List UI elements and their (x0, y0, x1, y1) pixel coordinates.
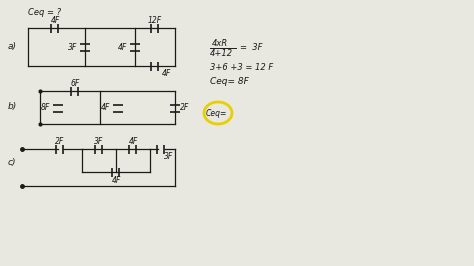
Text: 3F: 3F (94, 137, 104, 146)
Text: 3+6 +3 = 12 F: 3+6 +3 = 12 F (210, 64, 273, 73)
Text: 2F: 2F (55, 137, 64, 146)
Text: =  3F: = 3F (240, 44, 263, 52)
Text: c): c) (8, 159, 17, 168)
Text: Ceq=: Ceq= (205, 109, 227, 118)
Text: 4+12: 4+12 (210, 48, 233, 57)
Text: 8F: 8F (41, 103, 50, 113)
Text: Ceq = ?: Ceq = ? (28, 8, 61, 17)
Text: 2F: 2F (180, 103, 189, 113)
Text: 4xR: 4xR (212, 39, 228, 48)
Text: 4F: 4F (118, 43, 127, 52)
Text: Ceq= 8F: Ceq= 8F (210, 77, 249, 86)
Text: b): b) (8, 102, 17, 110)
Text: 12F: 12F (148, 16, 162, 25)
Text: 4F: 4F (162, 69, 171, 78)
Text: 6F: 6F (70, 79, 80, 88)
Text: 4F: 4F (128, 137, 137, 146)
Text: 4F: 4F (50, 16, 60, 25)
Text: a): a) (8, 41, 17, 51)
Text: 3F: 3F (68, 43, 77, 52)
Text: 4F: 4F (101, 103, 110, 113)
Text: 3F: 3F (164, 152, 173, 161)
Text: 4F: 4F (111, 176, 120, 185)
